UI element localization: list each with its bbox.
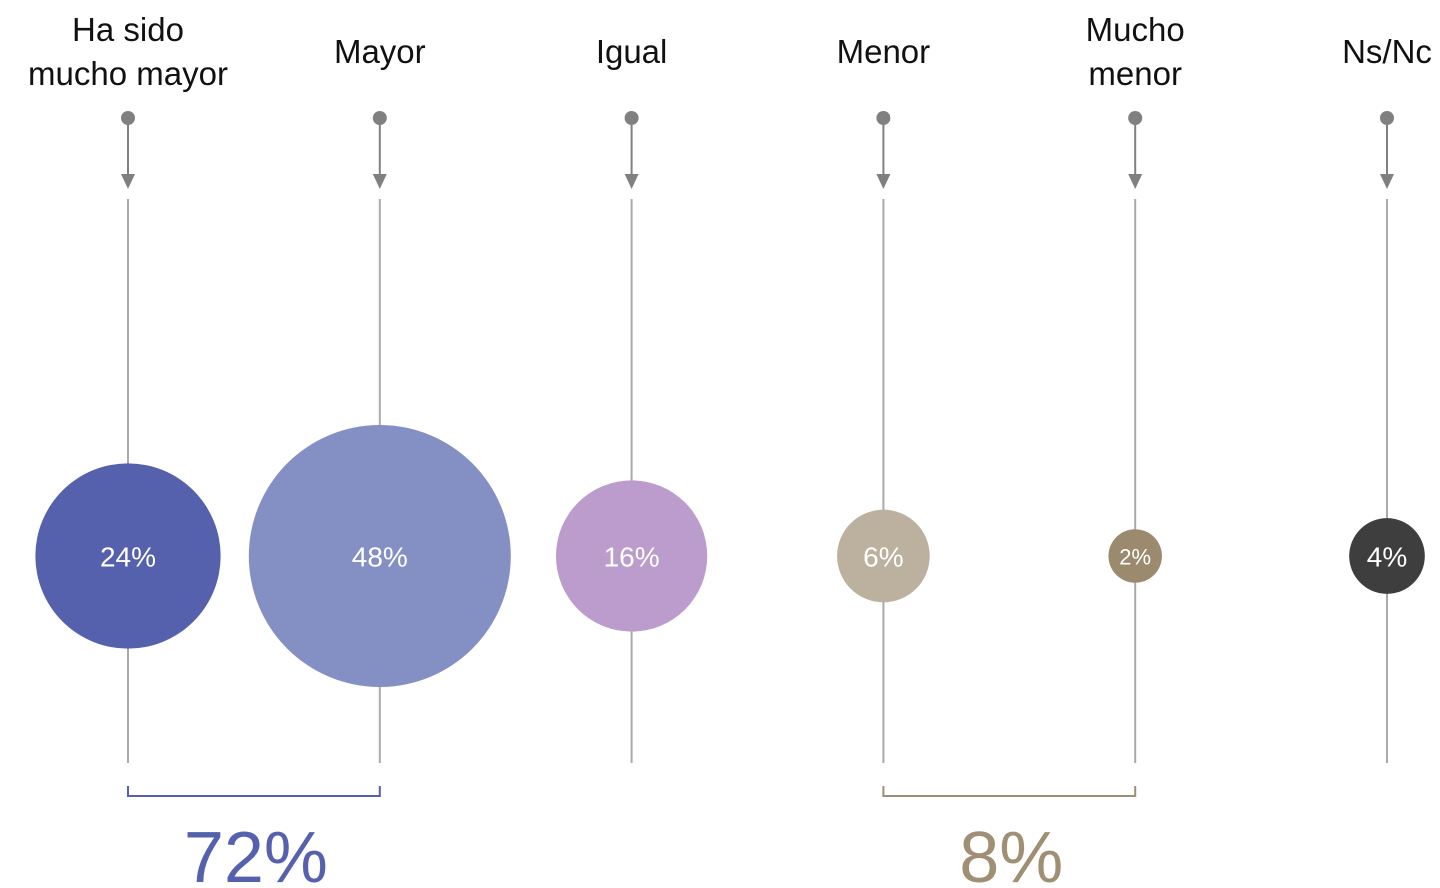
value-label: 48%	[352, 542, 408, 573]
bubble	[1108, 529, 1162, 583]
pointer-head	[121, 174, 135, 189]
group-total: 8%	[959, 818, 1063, 888]
category-label: Ha sido mucho mayor	[28, 11, 228, 92]
pointer-head	[372, 174, 387, 189]
category-label: Igual	[595, 33, 668, 70]
group-bracket	[882, 786, 1137, 797]
group-bracket	[127, 786, 381, 797]
pointer-head	[1128, 174, 1143, 189]
value-label: 24%	[100, 542, 156, 573]
value-label: 6%	[863, 542, 903, 573]
pointer-head	[1380, 174, 1394, 189]
bubble	[837, 509, 930, 603]
category-label: Mayor	[333, 33, 426, 70]
pointer-head	[876, 174, 891, 189]
category-label: Menor	[836, 33, 931, 70]
bubble	[35, 463, 221, 649]
bubble	[248, 425, 511, 687]
group-total: 72%	[184, 818, 328, 888]
bubble	[555, 480, 708, 632]
category-label: Ns/Nc	[1342, 33, 1432, 70]
value-label: 2%	[1119, 545, 1151, 570]
value-label: 16%	[604, 542, 660, 573]
category-label: Mucho menor	[1085, 11, 1185, 92]
value-label: 4%	[1367, 542, 1407, 573]
bubble	[1349, 518, 1425, 594]
pointer-head	[624, 174, 639, 189]
